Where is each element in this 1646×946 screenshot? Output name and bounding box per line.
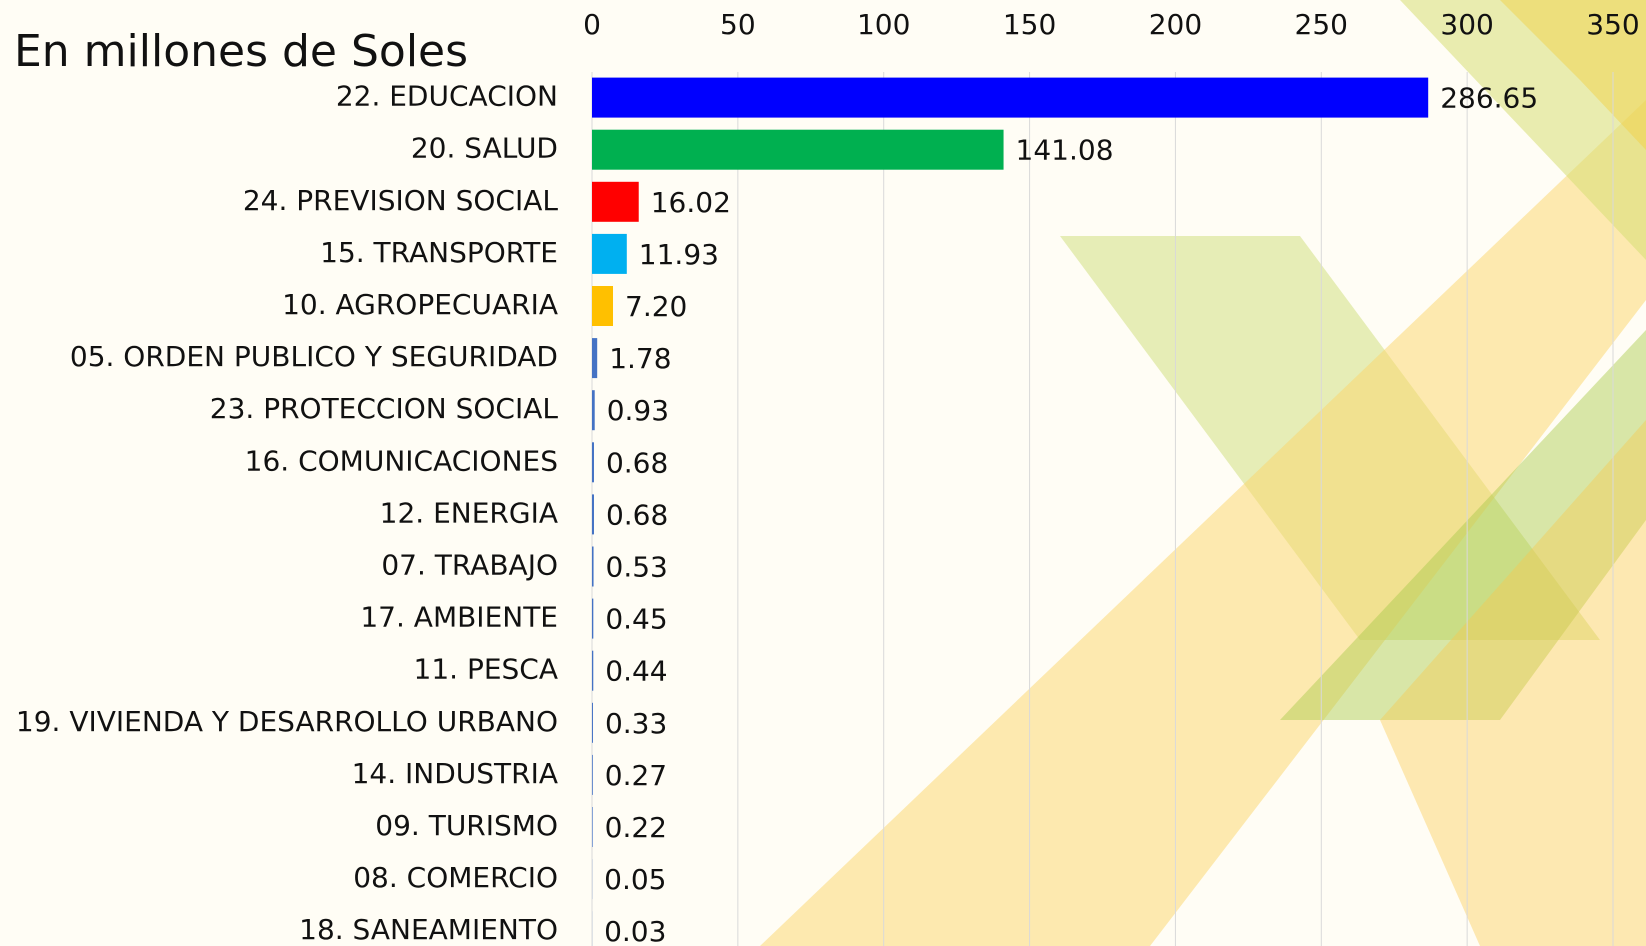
y-tick-label: 20. SALUD	[411, 132, 558, 165]
x-tick-label: 350	[1586, 8, 1639, 41]
value-label: 0.45	[605, 603, 667, 636]
bar	[592, 546, 594, 587]
value-label: 0.53	[606, 551, 668, 584]
x-tick-label: 200	[1149, 8, 1202, 41]
value-label: 16.02	[651, 186, 731, 219]
x-tick-label: 0	[583, 8, 601, 41]
y-tick-label: 07. TRABAJO	[381, 549, 558, 582]
y-tick-label: 14. INDUSTRIA	[352, 757, 558, 790]
y-tick-label: 18. SANEAMIENTO	[299, 913, 558, 946]
bar	[592, 181, 639, 222]
bar	[592, 807, 593, 847]
y-tick-label: 08. COMERCIO	[353, 861, 558, 894]
bar	[592, 338, 598, 379]
y-tick-label: 11. PESCA	[414, 653, 558, 686]
value-label: 11.93	[639, 238, 719, 271]
value-label: 0.05	[604, 863, 666, 896]
value-label: 0.68	[606, 446, 668, 479]
bar	[592, 650, 594, 691]
x-tick-label: 250	[1295, 8, 1348, 41]
y-tick-label: 17. AMBIENTE	[360, 601, 558, 634]
y-tick-label: 24. PREVISION SOCIAL	[243, 184, 559, 217]
y-tick-label: 15. TRANSPORTE	[320, 236, 558, 269]
y-tick-label: 16. COMUNICACIONES	[245, 444, 558, 477]
y-tick-label: 09. TURISMO	[375, 809, 558, 842]
value-label: 0.68	[606, 498, 668, 531]
value-label: 0.22	[605, 811, 667, 844]
value-label: 0.33	[605, 707, 667, 740]
value-label: 0.27	[605, 759, 667, 792]
value-label: 0.03	[604, 915, 666, 946]
bar	[592, 286, 614, 326]
y-tick-label: 12. ENERGIA	[380, 496, 558, 529]
x-tick-label: 50	[720, 8, 756, 41]
x-tick-label: 300	[1440, 8, 1493, 41]
bar	[592, 494, 594, 535]
y-tick-label: 10. AGROPECUARIA	[282, 288, 558, 321]
y-tick-label: 05. ORDEN PUBLICO Y SEGURIDAD	[70, 340, 558, 373]
x-tick-label: 100	[857, 8, 910, 41]
value-label: 0.93	[607, 394, 669, 427]
value-label: 0.44	[605, 655, 667, 688]
y-tick-label: 23. PROTECCION SOCIAL	[210, 392, 559, 425]
bar	[592, 77, 1429, 118]
chart-title: En millones de Soles	[14, 26, 468, 77]
value-label: 1.78	[609, 342, 671, 375]
bar	[592, 702, 593, 743]
background-decoration	[760, 0, 1646, 946]
value-label: 286.65	[1440, 82, 1538, 115]
bar	[592, 233, 627, 274]
value-label: 7.20	[625, 290, 687, 323]
value-label: 141.08	[1016, 134, 1114, 167]
bar	[592, 442, 594, 483]
bar	[592, 390, 595, 431]
y-tick-label: 22. EDUCACION	[336, 80, 558, 113]
bar	[592, 754, 593, 795]
x-tick-label: 150	[1003, 8, 1056, 41]
bar	[592, 598, 594, 639]
y-tick-label: 19. VIVIENDA Y DESARROLLO URBANO	[16, 705, 558, 738]
bar	[592, 129, 1004, 170]
